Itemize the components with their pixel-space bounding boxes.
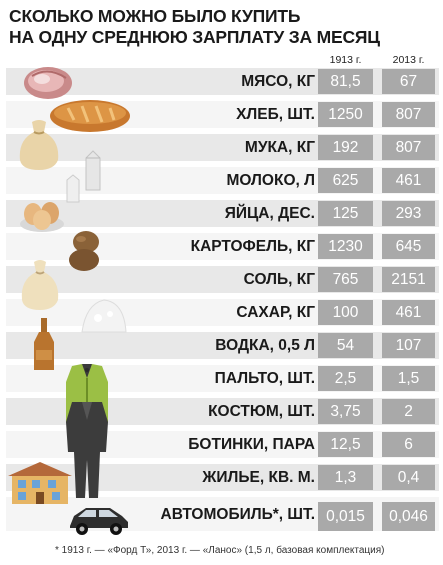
value-2013: 6 (382, 432, 435, 457)
row-label: ПАЛЬТО, ШТ. (214, 370, 315, 387)
car-icon (70, 508, 128, 535)
row-label: ЖИЛЬЕ, КВ. М. (202, 469, 315, 486)
row-label: АВТОМОБИЛЬ*, ШТ. (160, 506, 315, 523)
value-1913: 125 (318, 201, 373, 226)
title-line-1: СКОЛЬКО МОЖНО БЫЛО КУПИТЬ (9, 6, 301, 26)
table-row: АВТОМОБИЛЬ*, ШТ. 0,015 0,046 (0, 493, 443, 533)
row-label: КАРТОФЕЛЬ, КГ (190, 238, 315, 255)
house-icon (8, 462, 72, 504)
table-row: ВОДКА, 0,5 Л 54 107 (0, 328, 443, 361)
value-1913: 100 (318, 300, 373, 325)
milk-carton-icon (85, 150, 101, 191)
title-line-2: НА ОДНУ СРЕДНЮЮ ЗАРПЛАТУ ЗА МЕСЯЦ (9, 27, 380, 47)
row-label: САХАР, КГ (236, 304, 315, 321)
value-2013: 2 (382, 399, 435, 424)
row-label: ХЛЕБ, ШТ. (236, 106, 315, 123)
salt-sack-icon (21, 260, 59, 310)
row-label: МЯСО, КГ (241, 73, 315, 90)
value-1913: 0,015 (318, 502, 373, 531)
row-band (6, 200, 439, 227)
table-row: МЯСО, КГ 81,5 67 (0, 64, 443, 97)
value-2013: 807 (382, 135, 435, 160)
footnote: * 1913 г. — «Форд Т», 2013 г. — «Ланос» … (55, 545, 385, 556)
value-1913: 192 (318, 135, 373, 160)
value-2013: 645 (382, 234, 435, 259)
value-2013: 0,4 (382, 465, 435, 490)
value-1913: 765 (318, 267, 373, 292)
row-label: ЯЙЦА, ДЕС. (224, 205, 315, 222)
value-1913: 3,75 (318, 399, 373, 424)
meat-icon (24, 67, 72, 99)
value-1913: 54 (318, 333, 373, 358)
row-label: СОЛЬ, КГ (243, 271, 315, 288)
value-1913: 1,3 (318, 465, 373, 490)
table-row: ЯЙЦА, ДЕС. 125 293 (0, 196, 443, 229)
infographic-title: СКОЛЬКО МОЖНО БЫЛО КУПИТЬ НА ОДНУ СРЕДНЮ… (9, 6, 439, 48)
value-1913: 81,5 (318, 69, 373, 94)
value-2013: 807 (382, 102, 435, 127)
value-2013: 293 (382, 201, 435, 226)
value-2013: 67 (382, 69, 435, 94)
suit-icon (66, 402, 108, 498)
bread-icon (50, 100, 130, 132)
flour-sack-icon (19, 120, 59, 170)
row-label: КОСТЮМ, ШТ. (208, 403, 315, 420)
value-1913: 12,5 (318, 432, 373, 457)
column-header-2013: 2013 г. (392, 54, 425, 66)
milk-carton-small-icon (66, 174, 80, 203)
value-1913: 1230 (318, 234, 373, 259)
row-label: БОТИНКИ, ПАРА (188, 436, 315, 453)
column-header-1913: 1913 г. (329, 54, 362, 66)
value-2013: 461 (382, 300, 435, 325)
sugar-icon (81, 299, 127, 333)
value-2013: 2151 (382, 267, 435, 292)
row-band (6, 134, 439, 161)
potatoes-icon (69, 231, 99, 271)
row-band (6, 299, 439, 326)
table-row: СОЛЬ, КГ 765 2151 (0, 262, 443, 295)
value-2013: 0,046 (382, 502, 435, 531)
row-label: ВОДКА, 0,5 Л (215, 337, 315, 354)
value-2013: 1,5 (382, 366, 435, 391)
table-row: ЖИЛЬЕ, КВ. М. 1,3 0,4 (0, 460, 443, 493)
vodka-bottle-icon (34, 318, 54, 370)
value-1913: 625 (318, 168, 373, 193)
value-2013: 461 (382, 168, 435, 193)
table-row: САХАР, КГ 100 461 (0, 295, 443, 328)
row-label: МОЛОКО, Л (226, 172, 315, 189)
value-1913: 1250 (318, 102, 373, 127)
value-2013: 107 (382, 333, 435, 358)
table-row: МУКА, КГ 192 807 (0, 130, 443, 163)
value-1913: 2,5 (318, 366, 373, 391)
row-label: МУКА, КГ (244, 139, 315, 156)
eggs-icon (20, 202, 64, 232)
